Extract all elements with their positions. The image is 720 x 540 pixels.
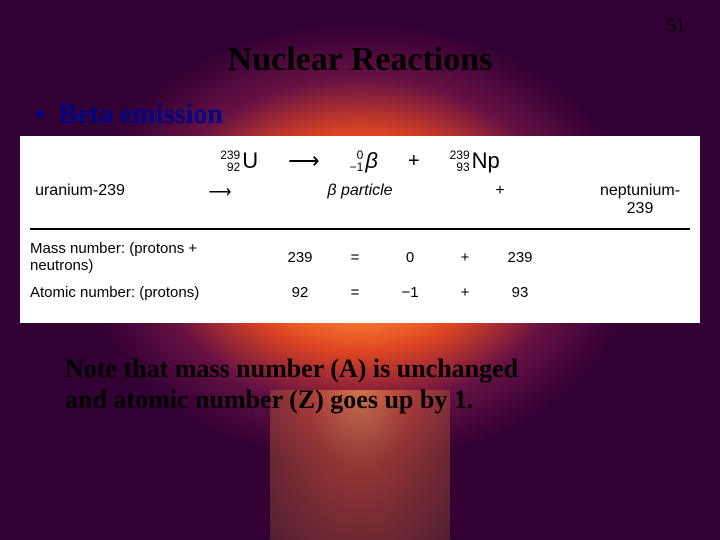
word-equation: uranium-239 ⟶ β particle + neptunium-239 [30,182,690,218]
reactant-name: uranium-239 [30,182,130,218]
particle-atomic: −1 [350,161,364,173]
mass-conservation-row: Mass number: (protons + neutrons) 239 = … [30,240,690,274]
particle-symbol: β [365,148,378,174]
arrow-word: ⟶ [170,182,270,218]
product-atomic: 93 [456,161,469,173]
arrow-icon: ⟶ [288,148,320,174]
equation-panel: 239 92 U ⟶ 0 −1 β + 239 93 Np [20,136,700,323]
atomic-lhs: 92 [270,284,330,301]
atomic-label: Atomic number: (protons) [30,284,260,301]
atomic-eq: = [340,284,370,301]
atomic-p2: 93 [490,284,550,301]
note-line-2: and atomic number (Z) goes up by 1. [65,384,625,415]
reactant-nuclide: 239 92 U [220,148,258,174]
divider [30,228,690,230]
plus-word: + [450,182,550,218]
mass-eq: = [340,249,370,266]
mass-p1: 0 [380,249,440,266]
plus-sign: + [408,150,420,173]
nuclear-equation: 239 92 U ⟶ 0 −1 β + 239 93 Np [30,148,690,174]
atomic-p1: −1 [380,284,440,301]
atomic-plus: + [450,284,480,301]
atomic-conservation-row: Atomic number: (protons) 92 = −1 + 93 [30,284,690,301]
product-nuclide: 239 93 Np [450,148,500,174]
note-line-1: Note that mass number (A) is unchanged [65,353,625,384]
particle-name: β particle [310,182,410,218]
reactant-symbol: U [242,148,258,174]
product-symbol: Np [472,148,500,174]
bullet-section: • Beta emission [20,99,700,131]
mass-plus: + [450,249,480,266]
mass-p2: 239 [490,249,550,266]
product-name: neptunium-239 [590,182,690,218]
reactant-atomic: 92 [227,161,240,173]
beta-particle: 0 −1 β [350,148,378,174]
page-number: 51 [20,10,700,36]
bullet-label: Beta emission [59,99,223,130]
bullet-marker: • [20,99,59,130]
mass-label: Mass number: (protons + neutrons) [30,240,260,274]
note-text: Note that mass number (A) is unchanged a… [65,353,625,415]
mass-lhs: 239 [270,249,330,266]
slide-title: Nuclear Reactions [20,41,700,79]
